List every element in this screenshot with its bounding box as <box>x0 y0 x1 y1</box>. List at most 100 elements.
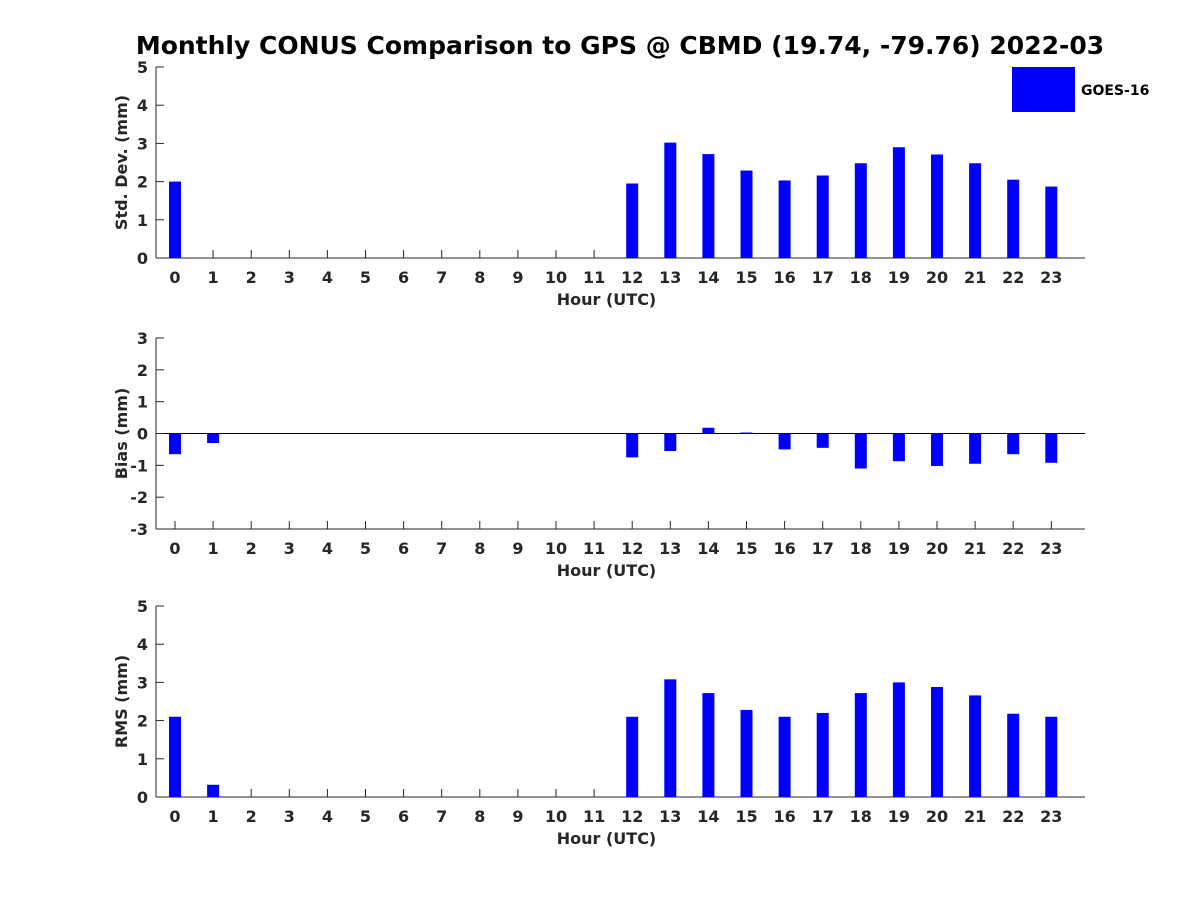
x-tick-label: 10 <box>545 539 567 558</box>
bar-rms-hour-13 <box>664 679 677 797</box>
legend-swatch <box>1012 67 1075 112</box>
bar-bias-hour-14 <box>702 427 715 434</box>
x-tick-label: 12 <box>621 268 643 287</box>
x-tick-label: 18 <box>850 807 872 826</box>
bar-std-hour-12 <box>626 183 639 258</box>
bar-std-hour-18 <box>854 163 867 258</box>
bar-std-hour-0 <box>169 181 181 258</box>
y-tick-label: 5 <box>137 597 148 616</box>
x-tick-label: 12 <box>621 539 643 558</box>
x-tick-label: 8 <box>474 539 485 558</box>
x-tick-label: 20 <box>926 268 948 287</box>
y-tick-label: 3 <box>137 134 148 153</box>
x-axis-label: Hour (UTC) <box>557 290 657 309</box>
x-tick-label: 4 <box>322 268 333 287</box>
x-tick-label: 4 <box>322 807 333 826</box>
bar-std-hour-16 <box>778 180 791 258</box>
y-tick-label: 1 <box>137 211 148 230</box>
x-tick-label: 13 <box>659 539 681 558</box>
x-tick-label: 18 <box>850 268 872 287</box>
y-tick-label: 0 <box>137 249 148 268</box>
x-tick-label: 19 <box>888 268 910 287</box>
y-tick-label: 5 <box>137 58 148 77</box>
x-tick-label: 2 <box>246 539 257 558</box>
bar-rms-hour-12 <box>626 716 639 797</box>
x-tick-label: 7 <box>436 268 447 287</box>
bar-bias-hour-19 <box>892 433 905 462</box>
y-tick-label: 3 <box>137 673 148 692</box>
bar-rms-hour-20 <box>931 686 943 797</box>
x-tick-label: 20 <box>926 539 948 558</box>
x-tick-label: 9 <box>512 807 523 826</box>
x-tick-label: 0 <box>169 807 180 826</box>
bar-rms-hour-17 <box>816 712 829 797</box>
bar-std-hour-17 <box>816 175 829 258</box>
x-tick-label: 19 <box>888 807 910 826</box>
y-tick-label: 1 <box>137 393 148 412</box>
x-tick-label: 22 <box>1002 807 1024 826</box>
bar-rms-hour-15 <box>740 709 753 797</box>
y-tick-label: 2 <box>137 361 148 380</box>
y-tick-label: 0 <box>137 425 148 444</box>
bar-rms-hour-0 <box>169 716 181 797</box>
bar-std-hour-19 <box>892 147 905 258</box>
x-tick-label: 1 <box>208 268 219 287</box>
bar-std-hour-14 <box>702 154 715 258</box>
y-axis-label: Std. Dev. (mm) <box>112 95 131 230</box>
x-tick-label: 21 <box>964 539 986 558</box>
y-tick-label: -3 <box>130 520 148 539</box>
bar-bias-hour-20 <box>931 433 943 466</box>
x-tick-label: 0 <box>169 539 180 558</box>
x-tick-label: 10 <box>545 268 567 287</box>
bar-rms-hour-22 <box>1007 713 1020 797</box>
x-tick-label: 15 <box>735 807 757 826</box>
x-tick-label: 6 <box>398 807 409 826</box>
x-tick-label: 19 <box>888 539 910 558</box>
bar-bias-hour-13 <box>664 433 677 452</box>
x-tick-label: 22 <box>1002 268 1024 287</box>
y-tick-label: 2 <box>137 712 148 731</box>
bar-std-hour-15 <box>740 170 753 258</box>
x-tick-label: 1 <box>208 807 219 826</box>
x-tick-label: 0 <box>169 268 180 287</box>
bar-rms-hour-16 <box>778 716 791 797</box>
y-tick-label: 3 <box>137 329 148 348</box>
x-tick-label: 23 <box>1040 807 1062 826</box>
x-tick-label: 5 <box>360 807 371 826</box>
x-tick-label: 2 <box>246 268 257 287</box>
bar-bias-hour-0 <box>169 433 181 455</box>
x-tick-label: 23 <box>1040 268 1062 287</box>
x-tick-label: 2 <box>246 807 257 826</box>
bar-std-hour-20 <box>931 154 943 258</box>
y-axis-label: RMS (mm) <box>112 655 131 748</box>
x-tick-label: 13 <box>659 268 681 287</box>
x-tick-label: 11 <box>583 268 605 287</box>
y-tick-label: 1 <box>137 750 148 769</box>
bar-rms-hour-19 <box>892 682 905 797</box>
bar-rms-hour-18 <box>854 693 867 797</box>
y-tick-label: 4 <box>137 635 148 654</box>
x-tick-label: 14 <box>697 807 719 826</box>
x-tick-label: 17 <box>812 539 834 558</box>
chart-title: Monthly CONUS Comparison to GPS @ CBMD (… <box>136 31 1104 60</box>
bar-bias-hour-21 <box>969 433 982 464</box>
x-tick-label: 21 <box>964 268 986 287</box>
x-tick-label: 10 <box>545 807 567 826</box>
x-tick-label: 18 <box>850 539 872 558</box>
x-tick-label: 9 <box>512 539 523 558</box>
bar-bias-hour-18 <box>854 433 867 469</box>
x-tick-label: 14 <box>697 539 719 558</box>
x-tick-label: 22 <box>1002 539 1024 558</box>
x-tick-label: 12 <box>621 807 643 826</box>
x-tick-label: 16 <box>773 539 795 558</box>
x-tick-label: 11 <box>583 539 605 558</box>
x-tick-label: 11 <box>583 807 605 826</box>
bar-rms-hour-14 <box>702 693 715 797</box>
x-tick-label: 23 <box>1040 539 1062 558</box>
x-tick-label: 15 <box>735 539 757 558</box>
